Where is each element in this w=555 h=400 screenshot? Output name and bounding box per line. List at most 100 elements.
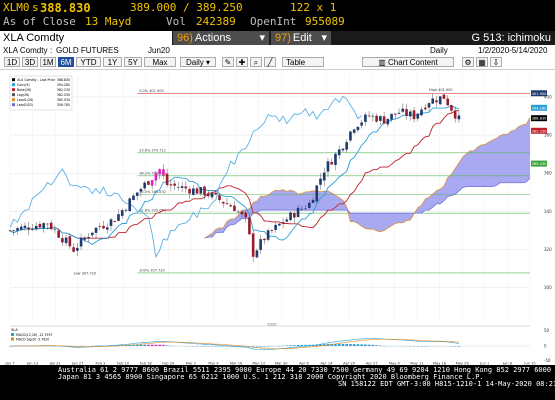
candle	[307, 202, 311, 208]
as-of-label: As of Close	[3, 15, 76, 28]
candle	[12, 230, 16, 231]
candle	[169, 184, 173, 186]
security-info-line: XLA Comdty : GOLD FUTURES Jun20 Daily 1/…	[0, 45, 555, 56]
legend-item: Lag(26)	[17, 93, 29, 97]
candle	[435, 100, 438, 103]
price-tag-label: 382.230	[532, 129, 548, 133]
settings-icon[interactable]: ⚙	[462, 57, 474, 67]
macd-histogram-bar	[293, 345, 296, 346]
candle	[240, 211, 244, 215]
candle	[180, 186, 184, 188]
table-button[interactable]: Table	[282, 57, 324, 67]
x-axis-label: Mar 9	[208, 362, 219, 366]
low-annotation: Low 307.720	[74, 272, 96, 276]
period-3d[interactable]: 3D	[22, 57, 38, 67]
edit-menu[interactable]: 97) Edit ▾	[271, 31, 331, 45]
info-contract: Jun20	[148, 46, 170, 55]
fib-label: 61.8% 339.054	[139, 209, 166, 213]
candle	[102, 225, 105, 229]
actions-menu[interactable]: 96) Actions ▾	[173, 31, 269, 45]
candle	[390, 113, 393, 120]
x-axis-label: Mar 2	[186, 362, 196, 366]
info-description: GOLD FUTURES	[56, 46, 119, 55]
candle	[124, 209, 128, 211]
candle	[8, 230, 12, 231]
price-tag-label: 394.280	[532, 106, 548, 110]
last-price: 388.830	[40, 1, 91, 15]
macd-histogram-bar	[79, 346, 83, 347]
security-input[interactable]: XLA Comdty	[0, 31, 172, 45]
grid-icon[interactable]: ▦	[476, 57, 488, 67]
period-max[interactable]: Max	[144, 57, 176, 67]
candle	[367, 115, 371, 117]
x-axis-label: Apr 27	[366, 362, 378, 366]
macd-histogram-bar	[307, 344, 311, 346]
candle	[289, 212, 292, 221]
macd-histogram-bar	[150, 344, 154, 346]
bloomberg-footer: Australia 61 2 9777 8600 Brazil 5511 239…	[0, 365, 555, 400]
fib-label: 23.6% 370.712	[139, 148, 166, 152]
macd-histogram-bar	[270, 346, 274, 347]
chart-toolbar: Daily ▾ ✎ ✚ ⌕ ╱ Table ▥ Chart Content ⚙ …	[0, 56, 555, 70]
price-chart[interactable]: 0.0% 401.900 23.6% 370.712 38.2% 358.610 50…	[0, 70, 555, 365]
candle	[46, 223, 49, 225]
candle	[87, 236, 90, 238]
chart-content-button[interactable]: ▥ Chart Content	[362, 57, 454, 67]
line-tool-icon[interactable]: ╱	[264, 57, 276, 67]
fib-label: 0.0% 401.900	[139, 89, 163, 93]
period-5y[interactable]: 5Y	[124, 57, 142, 67]
footer-line-2: Japan 81 3 4565 8900 Singapore 65 6212 1…	[58, 373, 484, 381]
actions-dropdown-icon: ▾	[259, 32, 265, 44]
chart-content-label: Chart Content	[387, 58, 438, 67]
period-1d[interactable]: 1D	[4, 57, 20, 67]
candle	[79, 237, 83, 247]
x-axis-label: May 4	[389, 362, 401, 366]
candle	[345, 142, 348, 150]
candle	[397, 112, 401, 114]
price-tag-label: 401.900	[532, 92, 548, 96]
macd-histogram-bar	[259, 346, 262, 348]
x-axis-label: Jan 13	[26, 362, 38, 366]
candle	[229, 205, 233, 207]
period-1m[interactable]: 1M	[40, 57, 56, 67]
frequency-dropdown[interactable]: Daily ▾	[180, 57, 216, 67]
legend-swatch	[12, 98, 15, 102]
candle	[337, 149, 341, 156]
macd-histogram-bar	[349, 344, 352, 346]
period-ytd[interactable]: YTD	[76, 57, 101, 67]
last-price-label: s	[32, 1, 39, 14]
annotation-icon[interactable]: ✚	[236, 57, 248, 67]
export-icon[interactable]: ⇩	[490, 57, 502, 67]
lagging-line	[9, 95, 362, 259]
candle	[394, 113, 397, 115]
draw-tool-icon[interactable]: ✎	[222, 57, 234, 67]
candle	[405, 109, 408, 116]
period-1y[interactable]: 1Y	[103, 57, 122, 67]
macd-histogram-bar	[214, 346, 218, 347]
macd-legend-swatch	[11, 333, 14, 336]
candle	[233, 205, 236, 212]
macd-histogram-bar	[221, 346, 225, 347]
candle	[184, 186, 188, 189]
candle	[94, 227, 98, 233]
macd-histogram-bar	[240, 346, 244, 348]
zoom-icon[interactable]: ⌕	[250, 57, 262, 67]
candle	[326, 161, 330, 172]
candle	[139, 188, 143, 192]
candle	[173, 183, 176, 186]
candle	[453, 110, 457, 119]
info-frequency: Daily	[430, 46, 448, 55]
edit-dropdown-icon: ▾	[321, 32, 327, 44]
legend-swatch	[12, 83, 15, 87]
candle	[352, 129, 356, 133]
legend-value: 382.230	[57, 88, 70, 92]
macd-histogram-bar	[289, 345, 292, 346]
function-title: G 513: ichimoku	[471, 32, 551, 44]
macd-histogram-bar	[405, 346, 408, 347]
open-interest: 955089	[305, 15, 345, 28]
candle	[162, 169, 165, 176]
macd-signal-line	[10, 338, 459, 350]
macd-histogram-bar	[341, 343, 345, 346]
quote-header: XLM0 s 388.830 389.000 / 389.250 122 x 1…	[0, 0, 555, 31]
period-6m[interactable]: 6M	[58, 57, 74, 67]
